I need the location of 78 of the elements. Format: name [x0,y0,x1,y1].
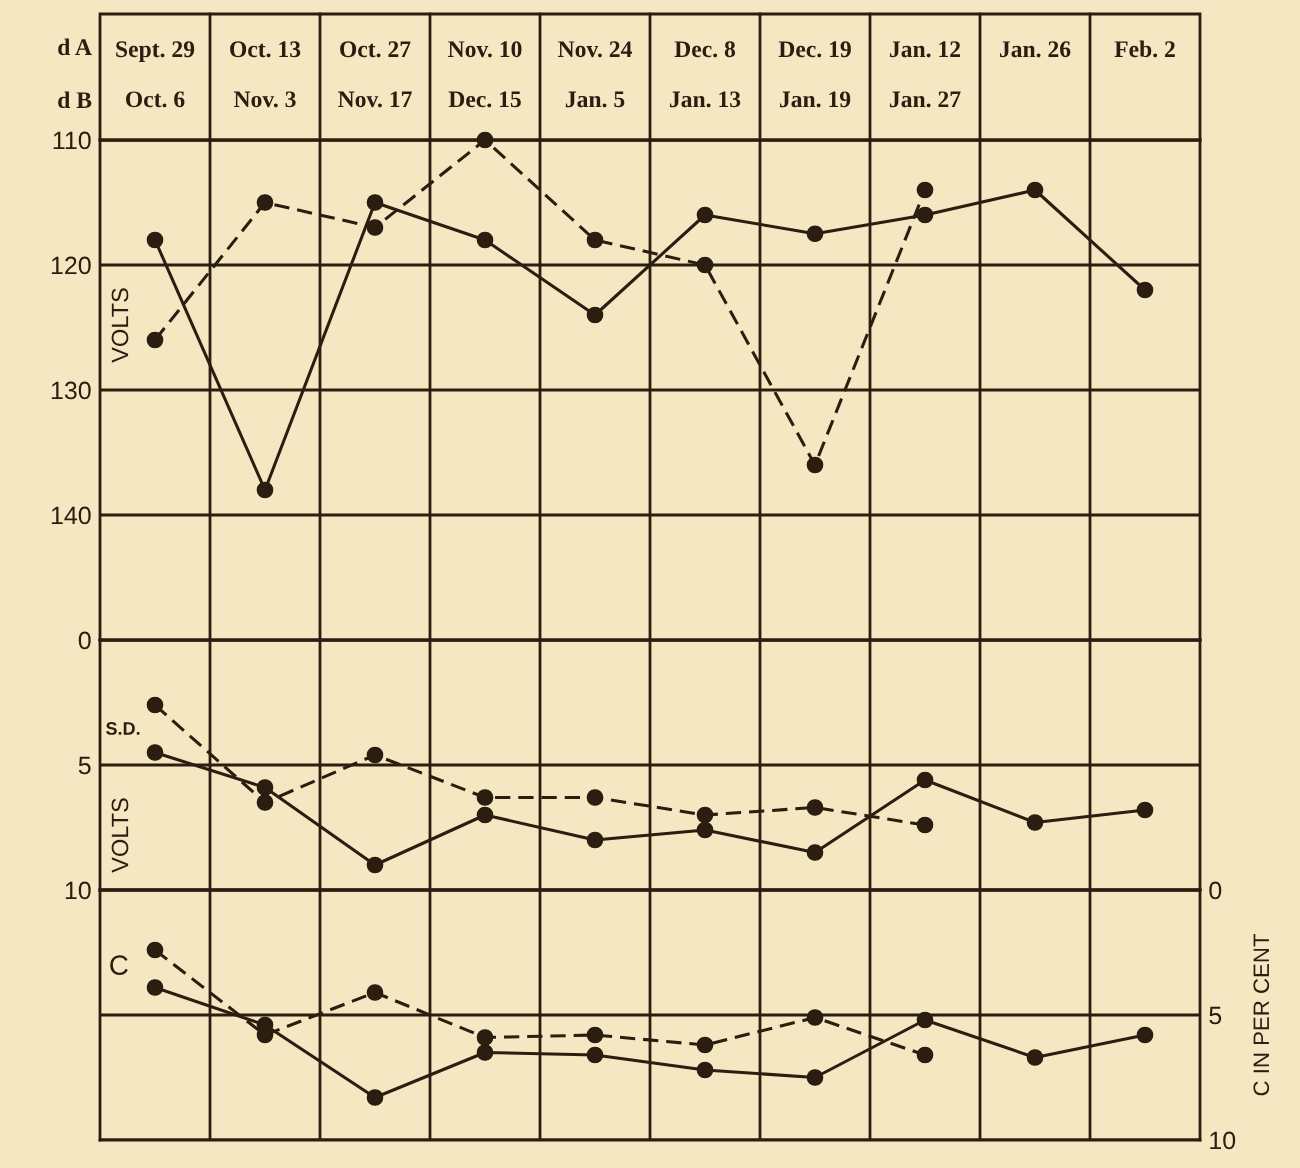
point [696,821,714,839]
point [916,1046,934,1064]
y-tick-label: 140 [51,506,91,525]
point [366,219,384,236]
category-label: Dec. 8 Jan. 13 [669,41,741,108]
point [696,806,714,824]
y-tick-label: 5 [1209,1006,1222,1025]
y-tick-label: 120 [51,256,91,275]
point [586,1046,604,1064]
y-axis-title: VOLTS [111,798,129,873]
point [476,1029,494,1046]
y-tick-label: 0 [1209,881,1222,900]
point [476,806,494,824]
point [696,1061,714,1079]
x-tick-label: Jan. 26 [999,41,1071,58]
point [366,1089,384,1106]
point [696,256,714,274]
y-axis-title: VOLTS [111,288,129,363]
point [366,984,384,1001]
text: d A [58,38,92,56]
category-label: Oct. 27 Nov. 17 [338,41,412,108]
y-tick-label: 10 [65,881,91,900]
point [586,789,604,806]
point [806,456,824,474]
point [146,941,164,959]
y-tick-label: 10 [1210,1131,1236,1150]
y-tick-label: 5 [78,756,91,775]
category-label: Jan. 12 Jan. 27 [889,41,961,108]
y-axis-title: C IN PER CENT [1253,934,1270,1096]
point [146,744,164,761]
text: d B [58,91,92,109]
point [256,481,274,499]
annotation: C [110,955,128,975]
point [586,306,604,324]
point [806,225,824,243]
point [916,816,934,834]
point [476,1044,494,1061]
annotation: S.D. [106,722,140,735]
point [1026,814,1044,831]
category-label: Nov. 10 Dec. 15 [448,41,522,108]
point [696,1036,714,1054]
point [916,1011,934,1029]
point [806,1009,824,1026]
y-tick-label: 130 [51,381,91,400]
point [806,799,824,816]
point [476,231,494,249]
point [586,831,604,849]
point [1026,1049,1044,1066]
point [256,794,274,811]
point [916,206,934,224]
point [256,779,274,796]
point [806,844,824,861]
point [146,331,164,349]
point [146,979,164,996]
point [586,231,604,249]
point [366,856,384,874]
point [366,746,384,764]
point [916,771,934,789]
point [586,1026,604,1044]
point [916,181,934,199]
point [1136,801,1154,819]
point [696,206,714,224]
point [146,231,164,249]
point [476,789,494,806]
point [256,194,274,211]
category-label: Oct. 13 Nov. 3 [230,41,301,108]
point [146,696,164,714]
point [806,1069,824,1086]
point [366,194,384,211]
x-tick-label: Feb. 2 [1114,40,1175,58]
y-tick-label: 110 [53,131,91,150]
category-label: Dec. 19 Jan. 19 [778,41,851,108]
category-label: Sept. 29 Oct. 6 [116,41,195,108]
point [1026,181,1044,199]
point [1136,281,1154,299]
y-tick-label: 0 [78,631,91,650]
category-label: Nov. 24 Jan. 5 [558,41,632,108]
point [1136,1026,1154,1044]
